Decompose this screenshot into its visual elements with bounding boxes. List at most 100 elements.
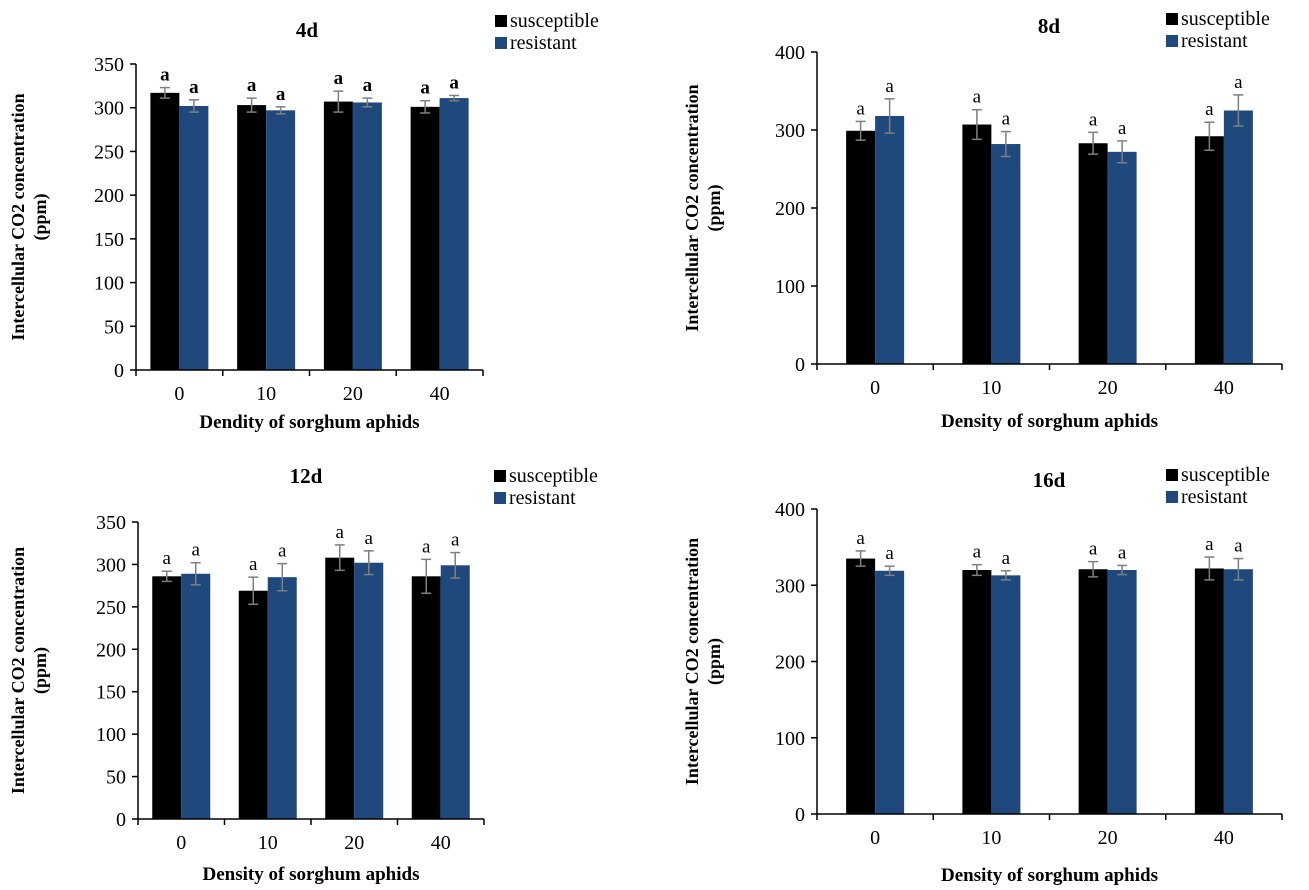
y-tick-label: 300 — [775, 120, 805, 142]
bar-resistant-20 — [1107, 570, 1137, 814]
x-tick-label: 0 — [870, 827, 880, 849]
legend-swatch-resistant — [1166, 491, 1178, 503]
bar-resistant-0 — [875, 115, 905, 365]
significance-letter: a — [422, 536, 431, 557]
chart-title: 8d — [1038, 14, 1061, 38]
significance-letter: a — [1002, 548, 1011, 569]
y-tick-label: 0 — [795, 354, 805, 376]
x-tick-label: 10 — [256, 383, 276, 405]
significance-letter: a — [363, 75, 373, 96]
significance-letter: a — [885, 543, 894, 564]
bar-susceptible-0 — [846, 130, 876, 364]
legend-label-susceptible: susceptible — [1181, 8, 1270, 30]
significance-letter: a — [1234, 72, 1243, 93]
y-tick-label: 200 — [775, 652, 805, 674]
y-axis-label: Intercellular CO2 concentration (ppm) — [682, 538, 725, 785]
legend-label-susceptible: susceptible — [1181, 464, 1270, 486]
y-tick-label: 0 — [114, 360, 124, 382]
legend-swatch-susceptible — [1166, 13, 1178, 25]
y-tick-label: 300 — [775, 575, 805, 597]
significance-letter: a — [856, 98, 865, 119]
bar-resistant-40 — [1223, 110, 1253, 364]
significance-letter: a — [420, 78, 430, 99]
x-tick-label: 40 — [430, 383, 450, 405]
significance-letter: a — [192, 540, 201, 561]
significance-letter: a — [1205, 99, 1214, 120]
bar-resistant-20 — [354, 562, 384, 819]
x-axis-label: Dendity of sorghum aphids — [199, 412, 419, 433]
legend-swatch-susceptible — [1166, 469, 1178, 481]
y-tick-label: 100 — [96, 724, 126, 746]
x-tick-label: 0 — [174, 383, 184, 405]
significance-letter: a — [1118, 542, 1127, 563]
y-axis-label-line: Intercellular CO2 concentration — [682, 84, 702, 331]
y-tick-label: 250 — [96, 597, 126, 619]
bar-susceptible-10 — [962, 570, 992, 814]
y-axis-label: Intercellular CO2 concentration (ppm) — [682, 84, 725, 331]
x-tick-label: 0 — [870, 377, 880, 399]
x-tick-label: 20 — [1098, 377, 1118, 399]
y-axis-label-line: Intercellular CO2 concentration — [8, 93, 28, 340]
y-tick-label: 150 — [94, 229, 124, 251]
bar-susceptible-10 — [962, 124, 992, 364]
bar-susceptible-40 — [411, 576, 441, 819]
significance-letter: a — [247, 75, 257, 96]
y-tick-label: 100 — [775, 276, 805, 298]
significance-letter: a — [1089, 109, 1098, 130]
bar-resistant-20 — [352, 102, 382, 371]
bar-susceptible-10 — [238, 590, 268, 819]
bar-resistant-10 — [266, 110, 296, 370]
y-tick-label: 300 — [94, 98, 124, 120]
significance-letter: a — [249, 554, 258, 575]
bar-susceptible-0 — [152, 576, 182, 819]
y-tick-label: 200 — [94, 185, 124, 207]
x-axis-label: Density of sorghum aphids — [941, 865, 1158, 886]
x-axis-label: Density of sorghum aphids — [941, 411, 1158, 432]
y-tick-label: 50 — [104, 316, 124, 338]
x-axis-label: Density of sorghum aphids — [203, 864, 420, 885]
y-tick-label: 300 — [96, 554, 126, 576]
x-tick-label: 20 — [344, 832, 364, 854]
significance-letter: a — [1089, 539, 1098, 560]
y-axis-label-line: Intercellular CO2 concentration — [682, 538, 702, 785]
legend-label-resistant: resistant — [1181, 486, 1248, 508]
x-tick-label: 0 — [176, 832, 186, 854]
bar-resistant-10 — [267, 577, 297, 819]
bar-susceptible-20 — [323, 101, 353, 370]
bar-resistant-10 — [991, 575, 1021, 814]
bar-susceptible-20 — [1078, 143, 1108, 364]
legend-swatch-susceptible — [495, 15, 507, 27]
y-tick-label: 200 — [775, 198, 805, 220]
bar-resistant-40 — [439, 98, 469, 371]
y-axis-label: Intercellular CO2 concentration (ppm) — [8, 547, 51, 794]
bar-susceptible-20 — [1078, 569, 1108, 814]
y-axis-label-line: (ppm) — [30, 193, 51, 240]
y-axis-label: Intercellular CO2 concentration (ppm) — [8, 93, 51, 340]
bar-susceptible-40 — [1194, 568, 1224, 814]
significance-letter: a — [856, 528, 865, 549]
legend-label-resistant: resistant — [509, 487, 576, 509]
bar-resistant-40 — [1223, 569, 1253, 814]
legend-label-resistant: resistant — [510, 32, 577, 54]
x-tick-label: 40 — [1214, 377, 1234, 399]
x-tick-label: 20 — [1098, 827, 1118, 849]
significance-letter: a — [276, 84, 286, 105]
significance-letter: a — [278, 541, 287, 562]
significance-letter: a — [1118, 118, 1127, 139]
x-tick-label: 40 — [431, 832, 451, 854]
y-tick-label: 0 — [116, 809, 126, 831]
bar-resistant-0 — [179, 105, 209, 371]
legend-swatch-susceptible — [494, 470, 506, 482]
legend-swatch-resistant — [495, 37, 507, 49]
bar-resistant-0 — [181, 573, 211, 819]
x-tick-label: 10 — [981, 377, 1001, 399]
legend-label-susceptible: susceptible — [510, 10, 599, 32]
y-tick-label: 0 — [795, 804, 805, 826]
bar-susceptible-0 — [846, 558, 876, 814]
y-tick-label: 100 — [775, 728, 805, 750]
bar-resistant-40 — [440, 565, 470, 819]
